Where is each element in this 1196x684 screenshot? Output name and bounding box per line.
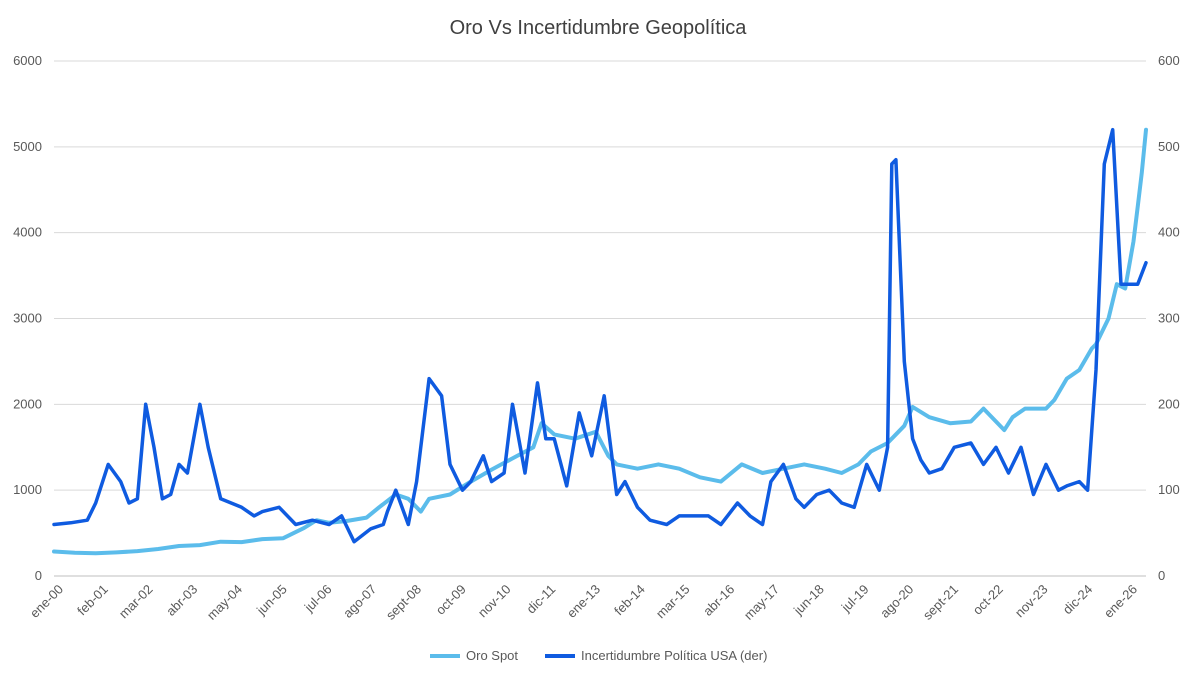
plot-area	[52, 127, 1148, 556]
y-axis-left: 0 1000 2000 3000 4000 5000 6000	[13, 53, 42, 583]
x-tick-label: ene-00	[27, 582, 66, 621]
x-tick-label: sept-21	[920, 582, 961, 623]
x-tick-label: abr-16	[700, 582, 737, 619]
y-left-tick-label: 6000	[13, 53, 42, 68]
y-left-tick-label: 0	[35, 568, 42, 583]
series-line-incertidumbre	[52, 127, 1148, 544]
y-right-tick-label: 400	[1158, 225, 1180, 240]
x-tick-label: nov-10	[475, 582, 514, 621]
x-tick-label: feb-14	[611, 582, 648, 619]
x-tick-label: dic-11	[523, 582, 558, 617]
y-right-tick-label: 300	[1158, 311, 1180, 326]
legend-label: Oro Spot	[466, 648, 518, 663]
x-tick-label: mar-02	[116, 582, 156, 622]
y-left-tick-label: 1000	[13, 482, 42, 497]
y-left-tick-label: 2000	[13, 396, 42, 411]
series-line-oro-spot	[52, 127, 1148, 556]
legend: Oro Spot Incertidumbre Política USA (der)	[430, 648, 767, 663]
x-axis: ene-00 feb-01 mar-02 abr-03 may-04 jun-05 jul-…	[27, 582, 1140, 623]
x-tick-label: may-04	[204, 582, 245, 623]
x-tick-label: ene-13	[564, 582, 603, 621]
y-axis-right: 0 100 200 300 400 500 600	[1158, 53, 1180, 583]
chart-title: Oro Vs Incertidumbre Geopolítica	[450, 17, 748, 39]
x-tick-label: nov-23	[1012, 582, 1051, 621]
x-tick-label: jul-19	[838, 582, 872, 616]
x-tick-label: feb-01	[74, 582, 111, 619]
x-tick-label: oct-22	[970, 582, 1006, 618]
x-tick-label: ago-07	[340, 582, 379, 621]
x-tick-label: dic-24	[1060, 582, 1096, 618]
x-tick-label: may-17	[741, 582, 782, 623]
y-right-tick-label: 100	[1158, 482, 1180, 497]
x-tick-label: ago-20	[877, 582, 916, 621]
legend-label: Incertidumbre Política USA (der)	[581, 648, 767, 663]
y-left-tick-label: 3000	[13, 311, 42, 326]
x-tick-label: jul-06	[301, 582, 335, 616]
x-tick-label: abr-03	[163, 582, 200, 619]
y-left-tick-label: 5000	[13, 139, 42, 154]
x-tick-label: sept-08	[383, 582, 424, 623]
x-tick-label: jun-05	[253, 582, 290, 619]
y-right-tick-label: 600	[1158, 53, 1180, 68]
y-right-tick-label: 200	[1158, 396, 1180, 411]
x-tick-label: jun-18	[790, 582, 827, 619]
x-tick-label: mar-15	[653, 582, 693, 622]
y-right-tick-label: 500	[1158, 139, 1180, 154]
x-tick-label: oct-09	[433, 582, 469, 618]
y-right-tick-label: 0	[1158, 568, 1165, 583]
gridlines	[54, 60, 1146, 577]
x-tick-label: ene-26	[1101, 582, 1140, 621]
y-left-tick-label: 4000	[13, 225, 42, 240]
